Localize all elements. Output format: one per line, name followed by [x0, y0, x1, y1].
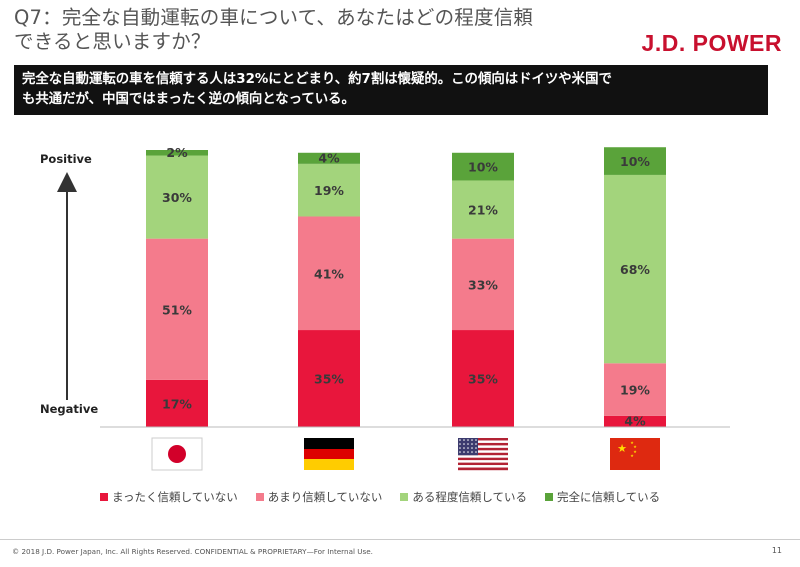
germany-flag [304, 438, 354, 470]
legend-item-3: 完全に信頼している [545, 489, 660, 505]
data-label-usa-1: 33% [468, 277, 498, 292]
data-label-china-2: 68% [620, 262, 650, 277]
legend-swatch-0 [100, 493, 108, 501]
data-label-germany-1: 41% [314, 266, 344, 281]
bar-segment-japan-0 [146, 379, 208, 427]
data-label-china-1: 19% [620, 383, 650, 398]
chart-legend: まったく信頼していない あまり信頼していない ある程度信頼している 完全に信頼している [100, 489, 660, 505]
bar-segment-japan-3 [146, 150, 208, 156]
legend-item-2: ある程度信頼している [400, 489, 527, 505]
legend-item-0: まったく信頼していない [100, 489, 238, 505]
data-label-germany-3: 4% [318, 150, 340, 165]
svg-text:★: ★ [630, 453, 634, 458]
bar-segment-china-1 [604, 363, 666, 416]
slide-title: Q7：完全な自動運転の車について、あなたはどの程度信頼 できると思いますか？ [14, 6, 614, 54]
brand-logo: J.D. POWER [641, 30, 782, 56]
bar-segment-germany-3 [298, 152, 360, 164]
banner-line-1: 完全な自動運転の車を信頼する人は32%にとどまり、約7割は懐疑的。この傾向はドイ… [22, 72, 612, 87]
legend-item-1: あまり信頼していない [255, 489, 383, 505]
svg-text:★: ★ [633, 449, 637, 454]
banner-line-2: も共通だが、中国ではまったく逆の傾向となっている。 [22, 92, 355, 107]
bar-segment-usa-1 [452, 238, 514, 331]
bar-segment-usa-0 [452, 330, 514, 427]
data-label-germany-2: 19% [314, 183, 344, 198]
bar-segment-china-3 [604, 147, 666, 175]
data-label-usa-0: 35% [468, 372, 498, 387]
bar-segment-china-0 [604, 415, 666, 427]
data-label-china-0: 4% [624, 413, 646, 428]
bar-segment-usa-3 [452, 152, 514, 181]
title-line-2: できると思いますか？ [14, 30, 211, 53]
bar-segment-japan-1 [146, 238, 208, 380]
svg-text:★: ★ [630, 440, 634, 445]
axis-negative-label: Negative [40, 402, 99, 416]
bar-segment-usa-2 [452, 180, 514, 239]
stacked-bar-chart: 17% 51% 30% 2% 35% 41% 19% 4% 35% 33% 21% 10% 4% 19% 6… [57, 145, 730, 471]
page-number: 11 [771, 546, 782, 555]
data-label-usa-3: 10% [468, 160, 498, 175]
legend-swatch-3 [545, 493, 554, 501]
usa-flag [458, 438, 508, 471]
legend-swatch-1 [255, 493, 264, 501]
data-label-usa-2: 21% [468, 203, 498, 218]
bar-segment-china-2 [604, 174, 666, 364]
legend-label-0: まったく信頼していない [112, 490, 238, 504]
japan-flag [151, 437, 203, 471]
data-label-china-3: 10% [620, 154, 650, 169]
axis-positive-label: Positive [40, 152, 92, 166]
china-flag: ★ ★ ★ ★ ★ [610, 438, 660, 470]
bar-segment-japan-2 [146, 155, 208, 239]
svg-text:★: ★ [617, 442, 627, 455]
summary-banner: 完全な自動運転の車を信頼する人は32%にとどまり、約7割は懐疑的。この傾向はドイ… [14, 65, 768, 115]
legend-label-2: ある程度信頼している [412, 490, 528, 504]
data-label-japan-0: 17% [162, 396, 192, 411]
legend-swatch-2 [400, 493, 409, 501]
data-label-japan-2: 30% [162, 190, 192, 205]
footer-divider [0, 539, 800, 540]
data-label-japan-1: 51% [162, 302, 192, 317]
bar-segment-germany-2 [298, 163, 360, 217]
data-label-japan-3: 2% [166, 145, 188, 160]
bar-segment-germany-0 [298, 330, 360, 427]
bar-segment-germany-1 [298, 216, 360, 331]
legend-label-1: あまり信頼していない [267, 490, 383, 504]
svg-text:★: ★ [633, 444, 637, 449]
copyright-text: © 2018 J.D. Power Japan, Inc. All Rights… [12, 547, 373, 556]
title-line-1: Q7：完全な自動運転の車について、あなたはどの程度信頼 [14, 6, 534, 29]
legend-label-3: 完全に信頼している [557, 490, 661, 504]
data-label-germany-0: 35% [314, 372, 344, 387]
